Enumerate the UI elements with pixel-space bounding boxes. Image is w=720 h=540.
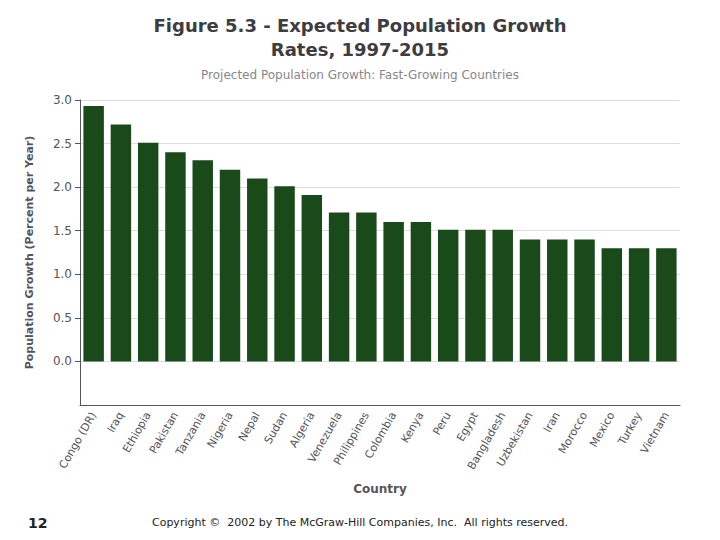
svg-text:Mexico: Mexico: [587, 410, 618, 450]
svg-text:Turkey: Turkey: [615, 409, 645, 448]
svg-text:Iran: Iran: [541, 410, 563, 435]
svg-text:Uzbekistan: Uzbekistan: [494, 410, 536, 469]
svg-text:Bangladesh: Bangladesh: [464, 409, 509, 472]
svg-text:Copyright © 2002 by The McGra: Copyright © 2002 by The McGraw-Hill Comp…: [152, 516, 568, 529]
svg-text:Projected Population Growth: F: Projected Population Growth: Fast-Growin…: [201, 68, 519, 82]
svg-text:Peru: Peru: [430, 410, 453, 438]
svg-text:Nigeria: Nigeria: [205, 410, 236, 451]
svg-text:Venezuela: Venezuela: [305, 409, 345, 466]
svg-text:12: 12: [28, 515, 47, 531]
svg-text:Country: Country: [353, 482, 407, 496]
svg-text:3.0: 3.0: [53, 93, 72, 107]
svg-text:Congo (DR): Congo (DR): [56, 410, 99, 471]
svg-text:0.5: 0.5: [53, 311, 72, 325]
svg-text:2.5: 2.5: [53, 137, 72, 151]
svg-text:Nepal: Nepal: [236, 410, 263, 444]
svg-text:Population Growth (Percent per: Population Growth (Percent per Year): [23, 136, 36, 370]
svg-text:1.0: 1.0: [53, 267, 72, 281]
svg-text:Pakistan: Pakistan: [146, 409, 182, 457]
svg-text:Egypt: Egypt: [454, 409, 481, 444]
svg-text:Algeria: Algeria: [286, 409, 318, 450]
svg-text:Tanzania: Tanzania: [173, 410, 209, 459]
svg-text:Morocco: Morocco: [556, 410, 590, 457]
svg-text:Figure 5.3 - Expected Populati: Figure 5.3 - Expected Population Growth: [154, 15, 567, 36]
svg-text:Vietnam: Vietnam: [638, 410, 672, 456]
svg-text:1.5: 1.5: [53, 224, 72, 238]
svg-text:Kenya: Kenya: [398, 410, 426, 446]
svg-text:Philippines: Philippines: [331, 410, 372, 468]
svg-text:Sudan: Sudan: [262, 410, 291, 446]
svg-text:Rates, 1997-2015: Rates, 1997-2015: [271, 39, 449, 60]
svg-text:Colombia: Colombia: [362, 410, 399, 461]
svg-text:Iraq: Iraq: [105, 410, 127, 435]
svg-text:2.0: 2.0: [53, 180, 72, 194]
svg-text:Ethiopia: Ethiopia: [120, 409, 154, 455]
svg-text:0.0: 0.0: [53, 354, 72, 368]
